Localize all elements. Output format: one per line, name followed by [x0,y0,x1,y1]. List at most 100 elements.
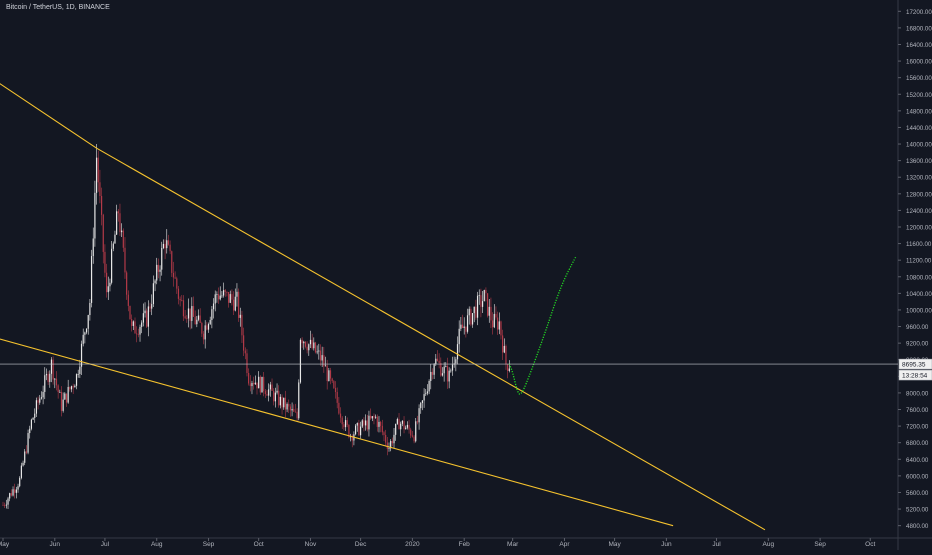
candle [65,393,68,407]
candle-body [497,317,499,330]
candle-body [227,292,230,303]
candle [172,261,175,287]
candle-body [162,243,165,249]
candle-body [398,419,400,430]
candle [82,328,84,347]
candle [476,291,479,326]
candle-body [174,277,176,279]
candle [370,408,372,420]
candle [263,371,265,397]
candle [94,180,96,247]
candle-body [376,416,378,427]
price-tick-label: 6400.00 [906,457,929,464]
candle [232,291,235,315]
candle [15,486,17,499]
candle-body [243,335,245,351]
candle-body [216,294,218,295]
candle [27,429,29,455]
candle-body [406,424,408,428]
candle-body [336,392,338,403]
candle-body [248,372,250,384]
candle [313,337,315,351]
candle [269,381,271,397]
candle [253,376,255,390]
candle [14,483,16,499]
projection-layer [508,255,577,395]
candle [72,383,74,395]
candle-body [351,435,353,441]
candle [326,359,328,390]
candle-body [288,404,290,407]
candle-body [89,302,91,316]
candle-body [490,306,492,321]
candle-body [343,424,345,428]
candle-body [196,319,198,325]
candle-body [141,322,143,327]
candle [328,367,330,382]
candle [39,394,41,405]
candle-body [426,391,429,394]
candle-body [107,286,109,293]
candle-body [55,378,58,386]
candle-body [106,272,108,293]
candle-body [79,366,81,374]
price-tick-label: 16400.00 [906,42,932,49]
candle [216,291,218,303]
price-tick-label: 11600.00 [906,241,932,248]
candle [301,337,303,348]
candle [174,271,176,279]
candle-body [207,323,210,330]
candle-body [493,313,495,328]
candle-body [319,350,322,361]
candle [50,357,53,383]
candle [500,320,502,340]
candle [121,223,123,237]
candle [492,312,494,335]
candle-body [450,370,452,372]
candle-body [503,345,505,353]
candle-body [100,196,103,215]
candle-body [393,434,395,444]
candle-body [226,291,228,293]
candle [186,315,188,323]
candle-body [326,365,328,382]
candle [4,502,6,509]
candle [136,326,138,343]
candle-body [212,303,215,310]
candle-body [251,382,253,387]
candle-body [104,251,106,273]
candle [97,150,99,192]
candle-body [132,321,134,326]
candle [211,305,213,329]
candle [55,371,58,391]
candle [219,286,221,301]
candle-body [152,283,154,305]
candle-body [34,413,36,418]
candle [420,402,422,414]
candle [166,229,168,254]
candle-body [323,355,325,367]
candle-body [471,313,474,325]
candle-body [134,321,136,334]
candle [423,388,425,408]
candle-body [276,390,278,393]
candle-body [30,419,33,429]
candle [197,309,200,322]
candle [466,308,469,334]
candle [169,240,171,255]
candle-body [121,230,123,233]
candle-body [222,290,225,296]
candle-body [413,436,415,442]
candle [458,320,460,353]
candle-body [169,244,171,252]
candle-body [144,310,146,314]
price-tick-label: 9200.00 [906,341,929,348]
time-tick-label: Aug [151,541,163,548]
candle [483,289,485,302]
candle [134,317,136,334]
candle-body [293,409,295,412]
candle-body [194,316,196,325]
candle-body [356,423,358,426]
